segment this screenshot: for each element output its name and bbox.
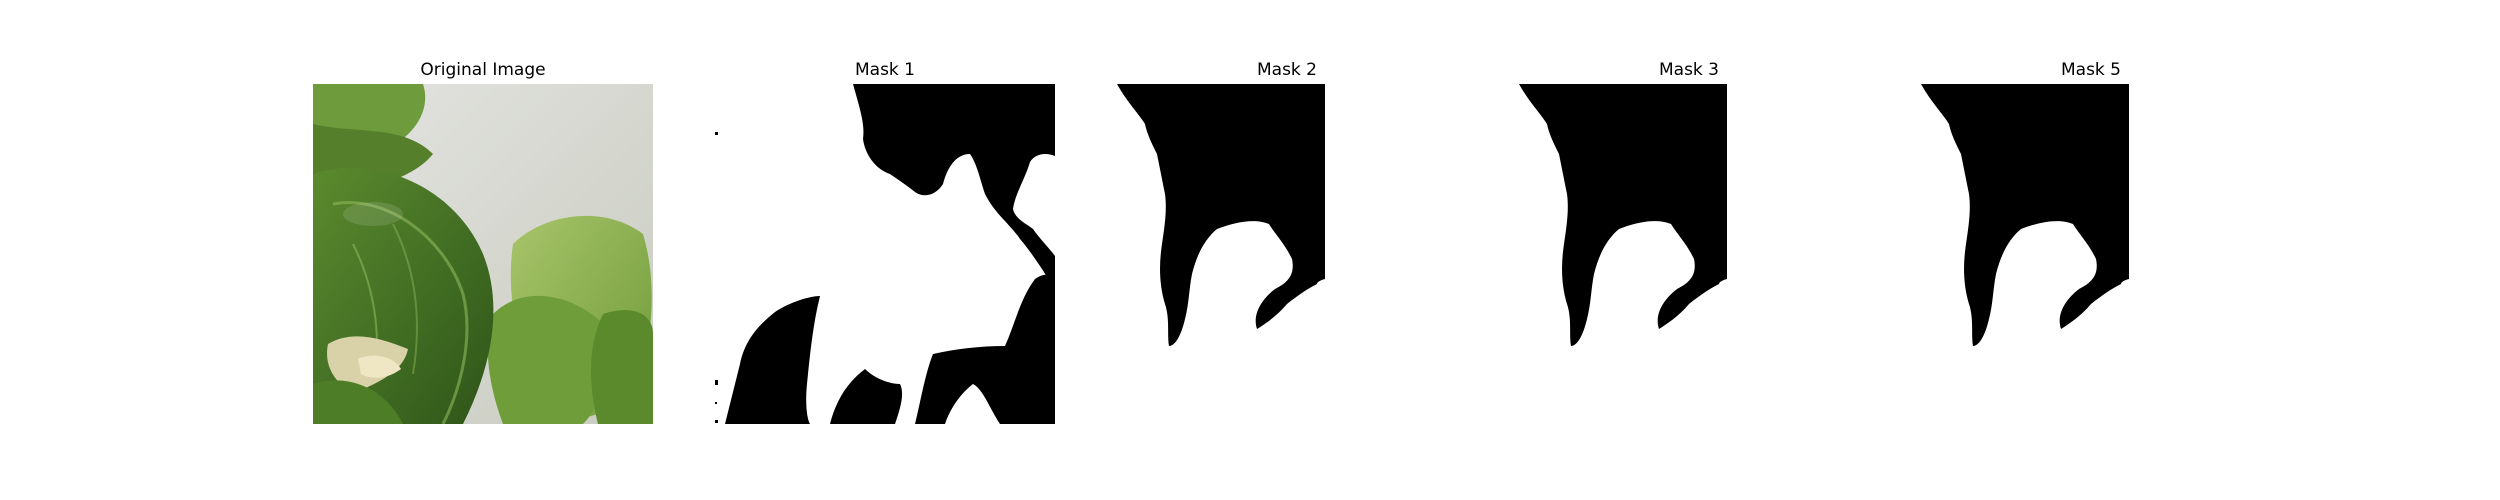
panel-original-image: Original Image [313,0,653,500]
panel-title: Mask 2 [1256,60,1317,80]
original-leaf-photo [313,84,653,424]
panel-title: Mask 1 [854,60,915,80]
panel-mask-2: Mask 2 [1117,0,1457,500]
mask-3-image [1519,84,1859,424]
panel-title: Original Image [420,60,546,80]
mask-5-image [1921,84,2261,424]
mask-1-image [715,84,1055,424]
mask-2-image [1117,84,1457,424]
panel-title: Mask 3 [1658,60,1719,80]
panel-mask-1: Mask 1 [715,0,1055,500]
panel-mask-3: Mask 3 [1519,0,1859,500]
panel-mask-5: Mask 5 [1921,0,2261,500]
panel-title: Mask 5 [2060,60,2121,80]
